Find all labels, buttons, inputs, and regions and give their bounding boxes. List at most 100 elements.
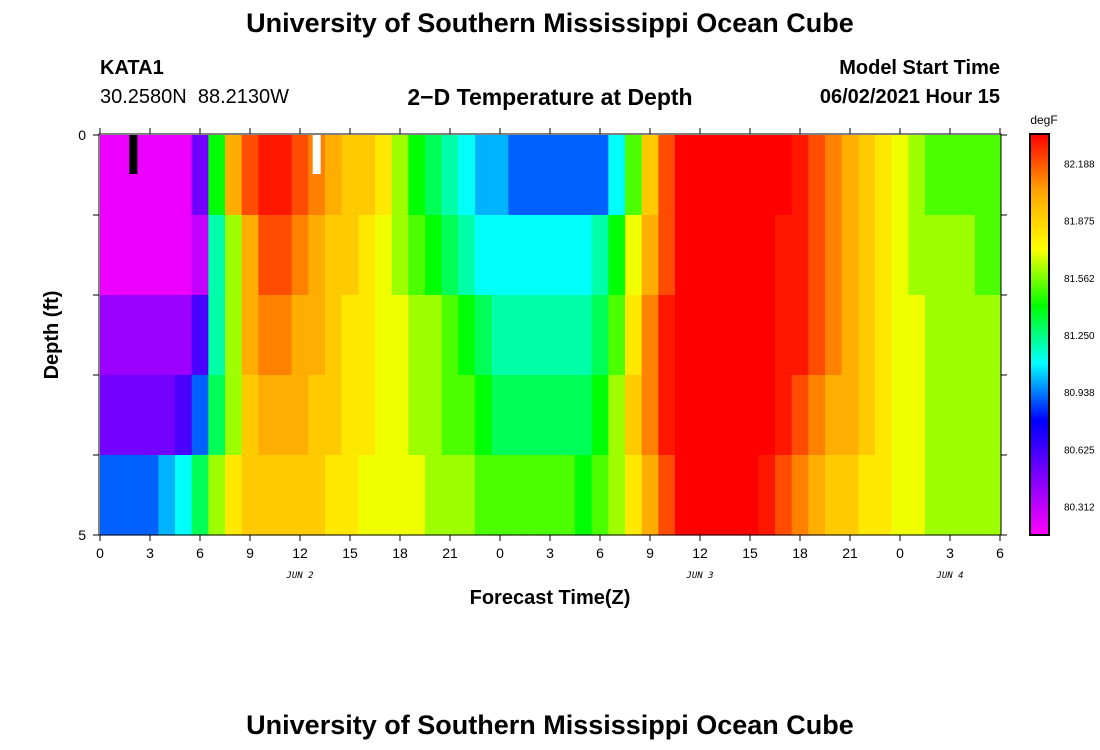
heatmap-cell [708,455,726,536]
heatmap-cell [475,375,493,456]
heatmap-cell [875,375,893,456]
heatmap-cell [691,295,709,376]
heatmap-cell [291,375,309,456]
heatmap-cell [658,215,676,296]
heatmap-cell [558,135,576,216]
heatmap-cell [491,215,509,296]
heatmap-cell [108,375,126,456]
heatmap-cell [408,135,426,216]
heatmap-cell [458,295,476,376]
heatmap-cell [825,455,843,536]
heatmap-cell [775,455,793,536]
heatmap-cell [175,295,193,376]
x-tick-label: 6 [996,545,1004,561]
heatmap-cell [725,295,743,376]
heatmap-cell [258,295,276,376]
heatmap-cell [158,215,176,296]
heatmap-cell [225,455,243,536]
heatmap-cell [891,215,909,296]
heatmap-cell [808,455,826,536]
heatmap-cell [891,375,909,456]
heatmap-cell [575,295,593,376]
heatmap-cell [791,375,809,456]
heatmap-cell [358,295,376,376]
heatmap-cell [475,455,493,536]
heatmap-cells [100,135,1001,536]
heatmap-cell [525,135,543,216]
heatmap-cell [475,215,493,296]
heatmap-cell [100,295,109,376]
heatmap-cell [375,215,393,296]
heatmap-cell [741,455,759,536]
x-tick-label: 12 [692,545,708,561]
heatmap-cell [225,375,243,456]
x-tick-label: 0 [496,545,504,561]
heatmap-cell [658,295,676,376]
heatmap-cell [458,455,476,536]
heatmap-cell [925,135,943,216]
heatmap-cell [508,135,526,216]
heatmap-cell [258,215,276,296]
heatmap-cell [825,295,843,376]
time-marker [129,135,138,174]
x-date-label: JUN 2 [285,571,313,581]
heatmap-cell [275,295,293,376]
heatmap-cell [858,295,876,376]
heatmap-cell [841,215,859,296]
x-tick-label: 18 [792,545,808,561]
heatmap-cell [175,375,193,456]
heatmap-cell [858,455,876,536]
heatmap-cell [425,215,443,296]
heatmap-cell [741,135,759,216]
heatmap-cell [458,215,476,296]
colorbar-tick-label: 81.562 [1064,274,1095,285]
heatmap-cell [675,375,693,456]
heatmap-cell [258,455,276,536]
heatmap-cell [975,455,993,536]
heatmap-cell [575,375,593,456]
heatmap-cell [991,375,1001,456]
heatmap-cell [525,215,543,296]
heatmap-cell [741,375,759,456]
heatmap-cell [275,215,293,296]
heatmap-cell [100,135,109,216]
heatmap-cell [241,135,259,216]
heatmap-cell [858,375,876,456]
heatmap-cell [991,215,1001,296]
colorbar-unit: degF [1030,113,1057,127]
x-tick-label: 15 [342,545,358,561]
heatmap-cell [441,135,459,216]
heatmap-cell [241,295,259,376]
heatmap-cell [391,375,409,456]
heatmap-cell [141,375,159,456]
heatmap-cell [125,295,143,376]
heatmap-cell [191,375,209,456]
heatmap-cell [458,375,476,456]
heatmap-cell [825,215,843,296]
heatmap-cell [358,215,376,296]
colorbar-tick-label: 80.938 [1064,388,1095,399]
heatmap-cell [341,375,359,456]
heatmap-cell [975,135,993,216]
page-title: University of Southern Mississippi Ocean… [246,8,854,38]
station-coords: 30.2580N 88.2130W [100,86,290,108]
heatmap-cell [958,295,976,376]
heatmap-cell [975,295,993,376]
y-axis-label: Depth (ft) [41,291,63,380]
heatmap-cell [208,135,226,216]
x-tick-label: 3 [946,545,954,561]
heatmap-cell [908,135,926,216]
heatmap-cell [491,455,509,536]
heatmap-cell [775,375,793,456]
heatmap-cell [100,215,109,296]
heatmap-cell [625,375,643,456]
heatmap-cell [925,455,943,536]
heatmap-cell [958,135,976,216]
model-start-value: 06/02/2021 Hour 15 [819,86,1000,108]
heatmap-cell [325,135,343,216]
x-axis: 0 3 6 9 12 15 18 21 0 3 6 9 12 15 18 21 0 3 6 JUN 2 JUN 3 JUN… [96,128,1004,581]
heatmap-cell [141,295,159,376]
model-start-label: Model Start Time [839,57,1000,79]
heatmap-cell [808,375,826,456]
x-tick-label: 15 [742,545,758,561]
